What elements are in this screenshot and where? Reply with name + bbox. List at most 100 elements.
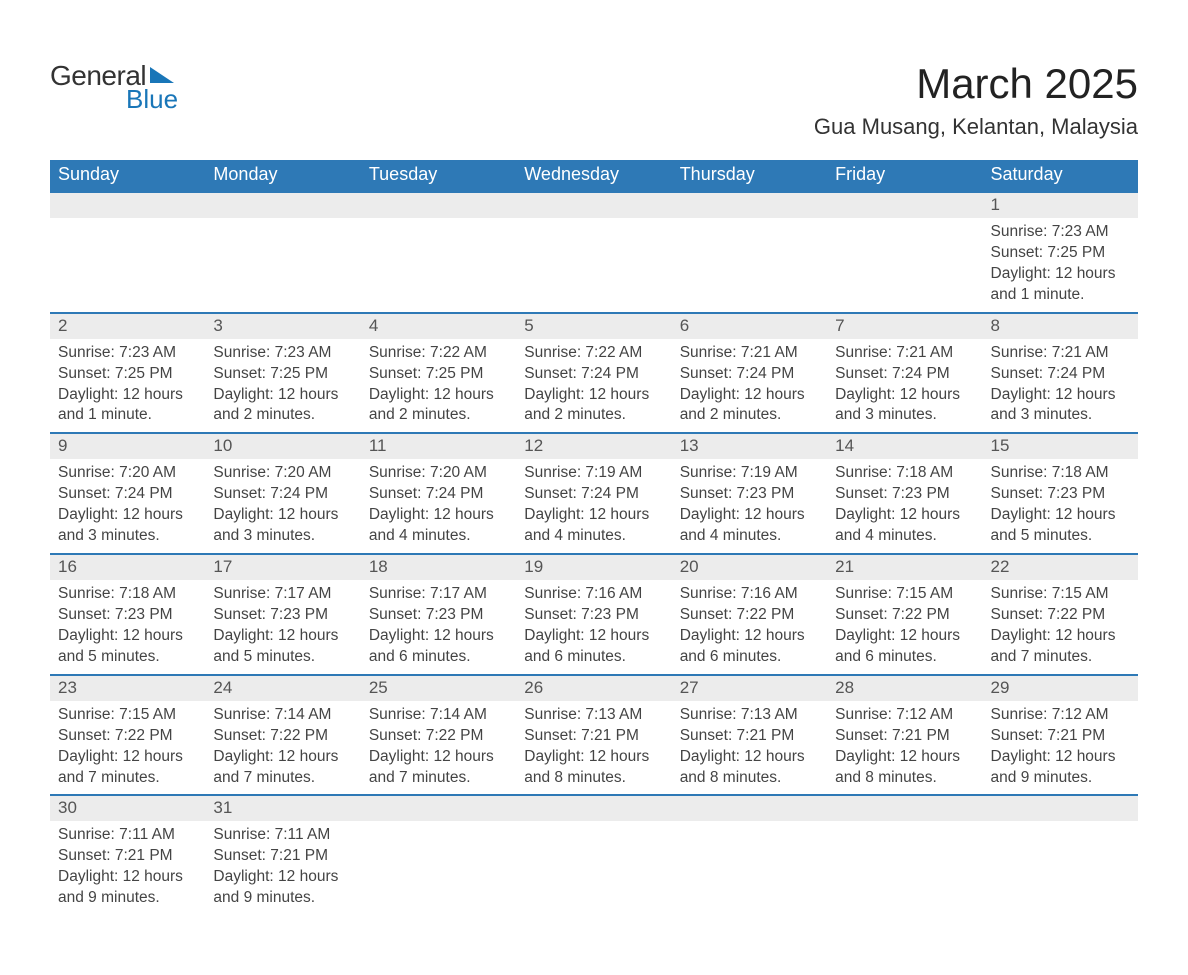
day-content-cell: Sunrise: 7:20 AMSunset: 7:24 PMDaylight:… xyxy=(361,459,516,554)
title-block: March 2025 Gua Musang, Kelantan, Malaysi… xyxy=(814,60,1138,140)
day-content-row: Sunrise: 7:23 AMSunset: 7:25 PMDaylight:… xyxy=(50,339,1138,434)
day-content-cell xyxy=(516,218,671,313)
day-content-cell xyxy=(827,218,982,313)
day-content-cell: Sunrise: 7:15 AMSunset: 7:22 PMDaylight:… xyxy=(983,580,1138,675)
daylight-text: Daylight: 12 hours and 9 minutes. xyxy=(58,867,197,909)
sunset-text: Sunset: 7:24 PM xyxy=(213,484,352,505)
day-number-cell: 10 xyxy=(205,433,360,459)
day-content-cell: Sunrise: 7:15 AMSunset: 7:22 PMDaylight:… xyxy=(827,580,982,675)
day-content-row: Sunrise: 7:18 AMSunset: 7:23 PMDaylight:… xyxy=(50,580,1138,675)
day-number-cell: 29 xyxy=(983,675,1138,701)
sunrise-text: Sunrise: 7:19 AM xyxy=(524,463,663,484)
day-content-cell: Sunrise: 7:13 AMSunset: 7:21 PMDaylight:… xyxy=(516,701,671,796)
day-number-cell: 27 xyxy=(672,675,827,701)
day-content-cell: Sunrise: 7:16 AMSunset: 7:22 PMDaylight:… xyxy=(672,580,827,675)
day-number-cell: 19 xyxy=(516,554,671,580)
sunset-text: Sunset: 7:24 PM xyxy=(524,364,663,385)
weekday-header-row: Sunday Monday Tuesday Wednesday Thursday… xyxy=(50,160,1138,192)
sunrise-text: Sunrise: 7:22 AM xyxy=(369,343,508,364)
sunset-text: Sunset: 7:21 PM xyxy=(835,726,974,747)
sunset-text: Sunset: 7:25 PM xyxy=(213,364,352,385)
day-content-cell: Sunrise: 7:23 AMSunset: 7:25 PMDaylight:… xyxy=(983,218,1138,313)
daylight-text: Daylight: 12 hours and 7 minutes. xyxy=(369,747,508,789)
sunrise-text: Sunrise: 7:13 AM xyxy=(524,705,663,726)
daylight-text: Daylight: 12 hours and 2 minutes. xyxy=(213,385,352,427)
daylight-text: Daylight: 12 hours and 2 minutes. xyxy=(680,385,819,427)
sunrise-text: Sunrise: 7:11 AM xyxy=(58,825,197,846)
day-content-cell: Sunrise: 7:12 AMSunset: 7:21 PMDaylight:… xyxy=(827,701,982,796)
daylight-text: Daylight: 12 hours and 4 minutes. xyxy=(524,505,663,547)
sunrise-text: Sunrise: 7:17 AM xyxy=(369,584,508,605)
sunrise-text: Sunrise: 7:18 AM xyxy=(58,584,197,605)
day-content-cell: Sunrise: 7:22 AMSunset: 7:24 PMDaylight:… xyxy=(516,339,671,434)
weekday-wednesday: Wednesday xyxy=(516,160,671,192)
day-number-row: 9101112131415 xyxy=(50,433,1138,459)
day-number-row: 16171819202122 xyxy=(50,554,1138,580)
daylight-text: Daylight: 12 hours and 6 minutes. xyxy=(369,626,508,668)
day-number-cell xyxy=(50,192,205,218)
weekday-friday: Friday xyxy=(827,160,982,192)
sunrise-text: Sunrise: 7:15 AM xyxy=(58,705,197,726)
sunset-text: Sunset: 7:24 PM xyxy=(680,364,819,385)
day-number-row: 3031 xyxy=(50,795,1138,821)
daylight-text: Daylight: 12 hours and 7 minutes. xyxy=(991,626,1130,668)
daylight-text: Daylight: 12 hours and 8 minutes. xyxy=(835,747,974,789)
day-number-cell: 20 xyxy=(672,554,827,580)
sunset-text: Sunset: 7:24 PM xyxy=(58,484,197,505)
sunrise-text: Sunrise: 7:12 AM xyxy=(835,705,974,726)
day-content-cell: Sunrise: 7:18 AMSunset: 7:23 PMDaylight:… xyxy=(827,459,982,554)
sunrise-text: Sunrise: 7:11 AM xyxy=(213,825,352,846)
daylight-text: Daylight: 12 hours and 1 minute. xyxy=(991,264,1130,306)
daylight-text: Daylight: 12 hours and 4 minutes. xyxy=(835,505,974,547)
day-content-cell xyxy=(983,821,1138,915)
day-number-cell: 26 xyxy=(516,675,671,701)
day-number-cell: 2 xyxy=(50,313,205,339)
daylight-text: Daylight: 12 hours and 7 minutes. xyxy=(213,747,352,789)
sunrise-text: Sunrise: 7:20 AM xyxy=(58,463,197,484)
day-content-cell: Sunrise: 7:15 AMSunset: 7:22 PMDaylight:… xyxy=(50,701,205,796)
daylight-text: Daylight: 12 hours and 9 minutes. xyxy=(991,747,1130,789)
sunset-text: Sunset: 7:23 PM xyxy=(58,605,197,626)
day-content-cell: Sunrise: 7:20 AMSunset: 7:24 PMDaylight:… xyxy=(50,459,205,554)
day-content-cell: Sunrise: 7:17 AMSunset: 7:23 PMDaylight:… xyxy=(361,580,516,675)
day-number-row: 2345678 xyxy=(50,313,1138,339)
day-number-cell: 12 xyxy=(516,433,671,459)
sunrise-text: Sunrise: 7:21 AM xyxy=(991,343,1130,364)
sunset-text: Sunset: 7:23 PM xyxy=(524,605,663,626)
day-number-cell xyxy=(516,795,671,821)
sunrise-text: Sunrise: 7:16 AM xyxy=(524,584,663,605)
weekday-monday: Monday xyxy=(205,160,360,192)
sunrise-text: Sunrise: 7:19 AM xyxy=(680,463,819,484)
sunrise-text: Sunrise: 7:13 AM xyxy=(680,705,819,726)
daylight-text: Daylight: 12 hours and 1 minute. xyxy=(58,385,197,427)
day-content-cell: Sunrise: 7:19 AMSunset: 7:24 PMDaylight:… xyxy=(516,459,671,554)
day-number-cell xyxy=(516,192,671,218)
day-number-cell: 7 xyxy=(827,313,982,339)
sunrise-text: Sunrise: 7:15 AM xyxy=(991,584,1130,605)
day-number-cell: 4 xyxy=(361,313,516,339)
day-number-cell: 15 xyxy=(983,433,1138,459)
day-content-cell: Sunrise: 7:21 AMSunset: 7:24 PMDaylight:… xyxy=(827,339,982,434)
day-number-cell: 9 xyxy=(50,433,205,459)
sunset-text: Sunset: 7:25 PM xyxy=(369,364,508,385)
day-content-cell: Sunrise: 7:23 AMSunset: 7:25 PMDaylight:… xyxy=(50,339,205,434)
day-content-cell: Sunrise: 7:20 AMSunset: 7:24 PMDaylight:… xyxy=(205,459,360,554)
day-number-cell: 16 xyxy=(50,554,205,580)
day-content-cell: Sunrise: 7:11 AMSunset: 7:21 PMDaylight:… xyxy=(205,821,360,915)
sunset-text: Sunset: 7:21 PM xyxy=(58,846,197,867)
day-number-cell: 24 xyxy=(205,675,360,701)
page-header: General Blue March 2025 Gua Musang, Kela… xyxy=(50,60,1138,140)
day-number-cell: 3 xyxy=(205,313,360,339)
day-number-cell xyxy=(672,795,827,821)
logo: General Blue xyxy=(50,60,178,115)
sunrise-text: Sunrise: 7:15 AM xyxy=(835,584,974,605)
day-number-cell: 14 xyxy=(827,433,982,459)
sunset-text: Sunset: 7:21 PM xyxy=(680,726,819,747)
sunset-text: Sunset: 7:22 PM xyxy=(991,605,1130,626)
day-content-cell: Sunrise: 7:11 AMSunset: 7:21 PMDaylight:… xyxy=(50,821,205,915)
daylight-text: Daylight: 12 hours and 2 minutes. xyxy=(369,385,508,427)
day-number-cell xyxy=(827,192,982,218)
calendar-body: 1Sunrise: 7:23 AMSunset: 7:25 PMDaylight… xyxy=(50,192,1138,915)
day-content-row: Sunrise: 7:15 AMSunset: 7:22 PMDaylight:… xyxy=(50,701,1138,796)
day-number-cell: 13 xyxy=(672,433,827,459)
